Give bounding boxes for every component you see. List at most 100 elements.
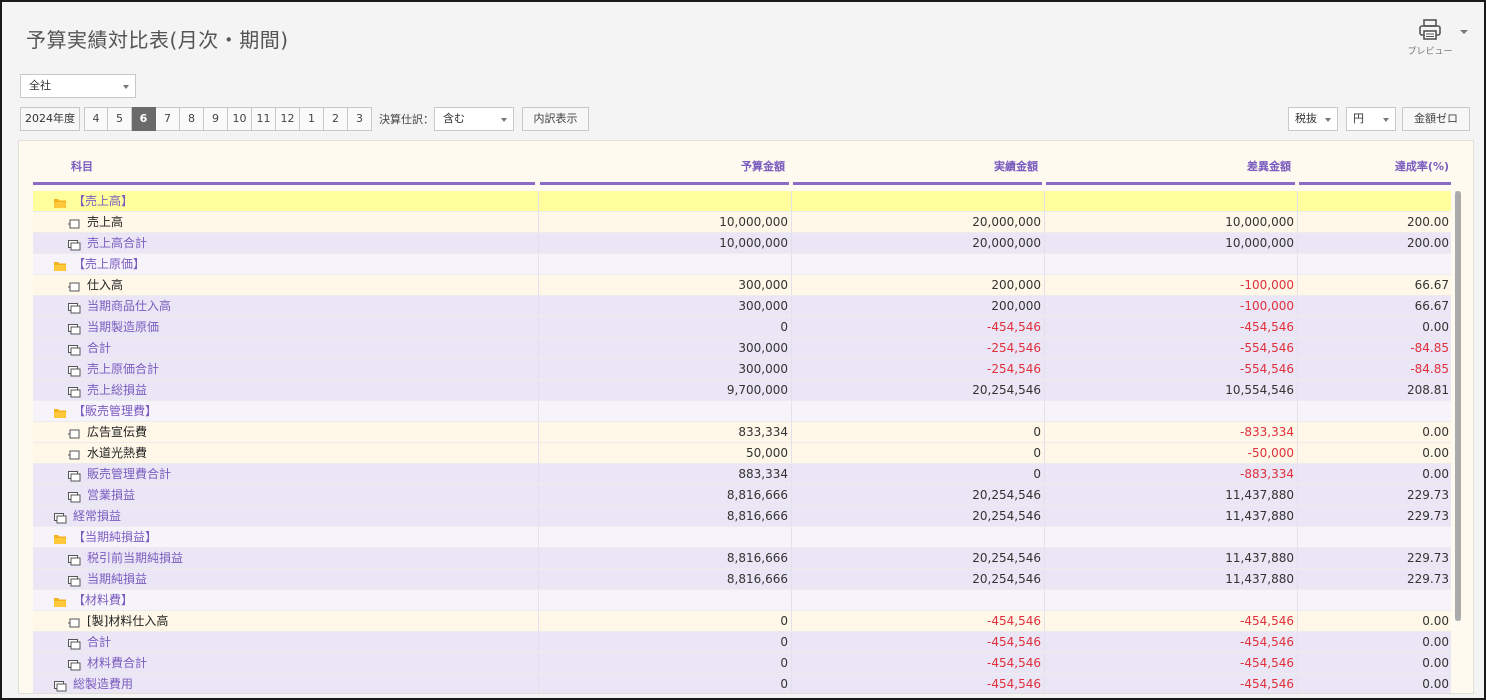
unit-select[interactable]: 円 <box>1346 107 1396 131</box>
budget-amount: 300,000 <box>539 275 792 295</box>
variance-amount: -100,000 <box>1045 296 1298 316</box>
table-row[interactable]: 【売上高】 <box>33 191 1451 212</box>
account-name: 営業損益 <box>87 488 136 502</box>
scrollbar-thumb[interactable] <box>1455 191 1461 621</box>
table-row[interactable]: 【当期純損益】 <box>33 527 1451 548</box>
account-cell: 税引前当期純損益 <box>33 548 539 568</box>
achievement-rate: 0.00 <box>1422 467 1449 481</box>
month-button-1[interactable]: 1 <box>300 107 324 131</box>
actual-amount: -454,546 <box>792 317 1045 337</box>
account-cell: 仕入高 <box>33 275 539 295</box>
achievement-rate: -84.85 <box>1410 341 1449 355</box>
subtotal-icon <box>67 573 81 593</box>
table-row[interactable]: 材料費合計 0 -454,546 -454,546 0.00 <box>33 653 1451 674</box>
table-row[interactable]: 売上高合計 10,000,000 20,000,000 10,000,000 200.0… <box>33 233 1451 254</box>
fiscal-year-button[interactable]: 2024年度 <box>20 107 80 131</box>
table-row[interactable]: 経常損益 8,816,666 20,254,546 11,437,880 229.73 <box>33 506 1451 527</box>
month-button-9[interactable]: 9 <box>204 107 228 131</box>
subtotal-icon <box>67 342 81 362</box>
budget-amount <box>539 590 792 610</box>
unit-select-value: 円 <box>1353 112 1364 125</box>
variance-amount: -50,000 <box>1045 443 1298 463</box>
month-button-10[interactable]: 10 <box>228 107 252 131</box>
account-cell: 【材料費】 <box>33 590 539 610</box>
folder-icon <box>53 531 67 551</box>
table-row[interactable]: 合計 300,000 -254,546 -554,546 -84.85 <box>33 338 1451 359</box>
achievement-rate <box>1298 191 1451 211</box>
chevron-down-icon <box>501 118 507 122</box>
table-row[interactable]: 【材料費】 <box>33 590 1451 611</box>
variance-amount: -454,546 <box>1045 611 1298 631</box>
company-select[interactable]: 全社 <box>20 74 136 98</box>
achievement-rate: -84.85 <box>1410 362 1449 376</box>
column-header-actual: 実績金額 <box>793 141 1042 185</box>
achievement-rate: 200.00 <box>1407 215 1449 229</box>
variance-amount: -454,546 <box>1045 674 1298 693</box>
table-row[interactable]: 営業損益 8,816,666 20,254,546 11,437,880 229.73 <box>33 485 1451 506</box>
account-cell: 販売管理費合計 <box>33 464 539 484</box>
achievement-rate <box>1298 590 1451 610</box>
budget-amount: 0 <box>539 317 792 337</box>
month-button-3[interactable]: 3 <box>348 107 372 131</box>
table-row[interactable]: 水道光熱費 50,000 0 -50,000 0.00 <box>33 443 1451 464</box>
variance-amount: -554,546 <box>1045 338 1298 358</box>
zero-amount-button[interactable]: 金額ゼロ <box>1402 107 1470 131</box>
achievement-rate <box>1298 254 1451 274</box>
table-row[interactable]: 販売管理費合計 883,334 0 -883,334 0.00 <box>33 464 1451 485</box>
account-cell: 売上総損益 <box>33 380 539 400</box>
table-row[interactable]: 当期純損益 8,816,666 20,254,546 11,437,880 229.73 <box>33 569 1451 590</box>
account-cell: 合計 <box>33 338 539 358</box>
account-leaf-icon <box>67 615 81 635</box>
budget-amount: 8,816,666 <box>539 548 792 568</box>
table-row[interactable]: 売上原価合計 300,000 -254,546 -554,546 -84.85 <box>33 359 1451 380</box>
preview-dropdown-caret[interactable] <box>1460 30 1468 34</box>
subtotal-icon <box>67 321 81 341</box>
table-row[interactable]: [製]材料仕入高 0 -454,546 -454,546 0.00 <box>33 611 1451 632</box>
month-button-7[interactable]: 7 <box>156 107 180 131</box>
month-button-12[interactable]: 12 <box>276 107 300 131</box>
breakdown-button[interactable]: 内訳表示 <box>522 107 589 131</box>
table-row[interactable]: 当期製造原価 0 -454,546 -454,546 0.00 <box>33 317 1451 338</box>
table-row[interactable]: 【販売管理費】 <box>33 401 1451 422</box>
table-row[interactable]: 当期商品仕入高 300,000 200,000 -100,000 66.67 <box>33 296 1451 317</box>
subtotal-icon <box>67 552 81 572</box>
folder-icon <box>53 594 67 614</box>
actual-amount: -254,546 <box>792 359 1045 379</box>
account-name: 売上高合計 <box>87 236 148 250</box>
variance-amount <box>1045 191 1298 211</box>
budget-amount: 0 <box>539 653 792 673</box>
preview-button[interactable]: プレビュー <box>1406 18 1454 57</box>
month-button-8[interactable]: 8 <box>180 107 204 131</box>
tax-select[interactable]: 税抜 <box>1288 107 1338 131</box>
account-name: 売上原価合計 <box>87 362 160 376</box>
subtotal-icon <box>67 636 81 656</box>
account-name: 税引前当期純損益 <box>87 551 184 565</box>
table-row[interactable]: 【売上原価】 <box>33 254 1451 275</box>
month-button-11[interactable]: 11 <box>252 107 276 131</box>
table-row[interactable]: 売上総損益 9,700,000 20,254,546 10,554,546 208.81 <box>33 380 1451 401</box>
month-button-6[interactable]: 6 <box>132 107 156 131</box>
budget-amount: 0 <box>539 674 792 693</box>
table-row[interactable]: 仕入高 300,000 200,000 -100,000 66.67 <box>33 275 1451 296</box>
table-row[interactable]: 売上高 10,000,000 20,000,000 10,000,000 200.00 <box>33 212 1451 233</box>
account-name: 【材料費】 <box>73 593 134 607</box>
table-row[interactable]: 税引前当期純損益 8,816,666 20,254,546 11,437,880 229… <box>33 548 1451 569</box>
budget-amount: 0 <box>539 632 792 652</box>
month-button-5[interactable]: 5 <box>108 107 132 131</box>
achievement-rate: 208.81 <box>1407 383 1449 397</box>
month-button-2[interactable]: 2 <box>324 107 348 131</box>
table-row[interactable]: 合計 0 -454,546 -454,546 0.00 <box>33 632 1451 653</box>
table-row[interactable]: 総製造費用 0 -454,546 -454,546 0.00 <box>33 674 1451 693</box>
account-leaf-icon <box>67 216 81 236</box>
account-cell: 水道光熱費 <box>33 443 539 463</box>
variance-amount <box>1045 527 1298 547</box>
chevron-down-icon <box>1383 118 1389 122</box>
account-cell: 売上高 <box>33 212 539 232</box>
table-row[interactable]: 広告宣伝費 833,334 0 -833,334 0.00 <box>33 422 1451 443</box>
month-button-4[interactable]: 4 <box>84 107 108 131</box>
folder-icon <box>53 258 67 278</box>
subtotal-icon <box>67 384 81 404</box>
budget-amount: 10,000,000 <box>539 233 792 253</box>
kessan-select[interactable]: 含む <box>434 107 514 131</box>
vertical-scrollbar[interactable] <box>1455 191 1461 621</box>
